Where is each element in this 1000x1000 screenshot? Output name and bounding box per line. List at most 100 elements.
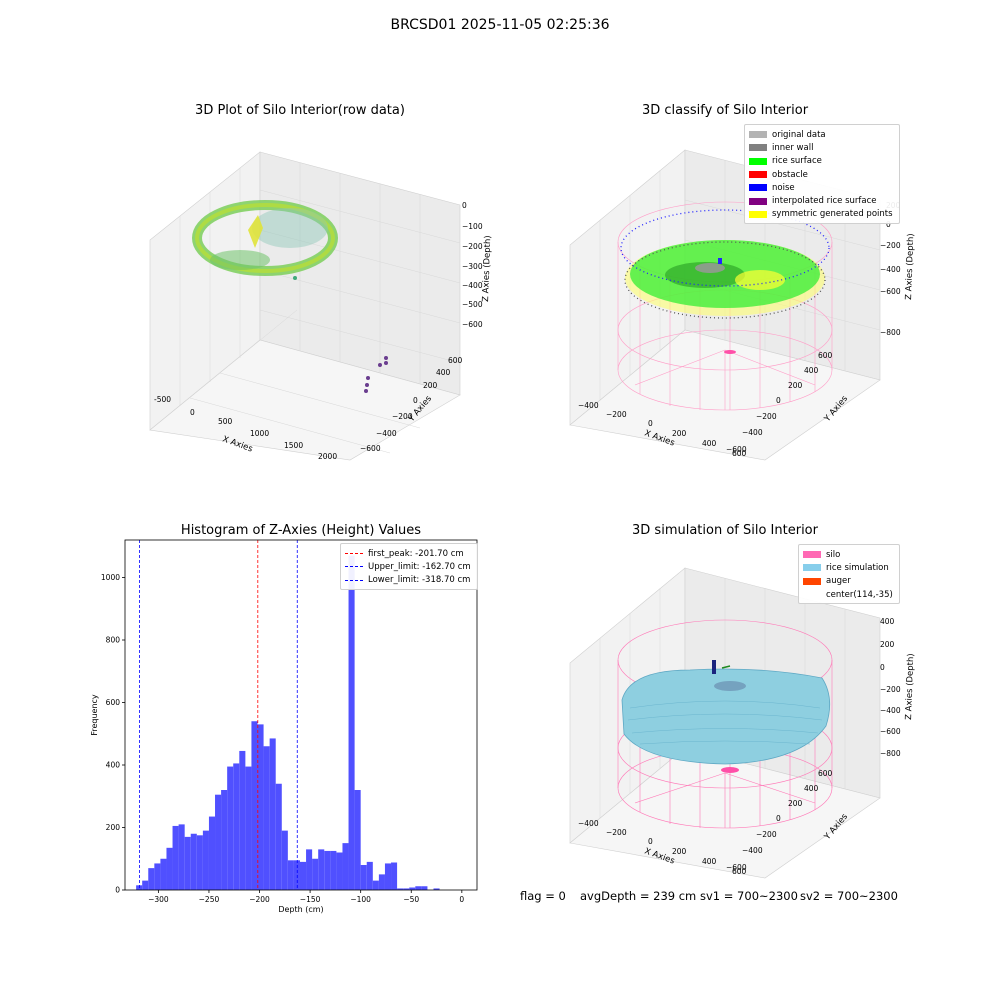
simulation-3d-plot: −400 −200 0 200 400 600 X Axies 600 400 … <box>569 567 916 879</box>
x-tick-label: −300 <box>148 895 169 904</box>
histogram-bar <box>154 863 161 890</box>
classify-panel-title: 3D classify of Silo Interior <box>641 103 809 118</box>
legend-swatch <box>803 577 821 585</box>
classify-ytick: 0 <box>776 396 781 405</box>
legend-entry-symmetric: symmetric generated points <box>749 208 893 221</box>
simulation-ytick: −400 <box>742 846 763 855</box>
legend-label: inner wall <box>772 142 814 153</box>
histogram-bar <box>306 849 313 890</box>
raw-ztick: −500 <box>462 300 483 309</box>
simulation-xtick: 0 <box>648 837 653 846</box>
simulation-legend: silo rice simulation auger center(114,-3… <box>798 544 900 605</box>
y-tick-label: 600 <box>106 698 121 707</box>
histogram-bar <box>433 888 440 890</box>
raw-point-cloud <box>192 200 338 280</box>
legend-line-blue <box>345 579 363 581</box>
histogram-bar <box>312 858 319 890</box>
histogram-bar <box>184 836 191 890</box>
raw-ztick: 0 <box>462 201 467 210</box>
classify-xtick: 0 <box>648 419 653 428</box>
histogram-bar <box>397 888 404 890</box>
histogram-bar <box>384 863 392 890</box>
raw-ytick: −600 <box>360 444 381 453</box>
histogram-bar <box>257 724 264 890</box>
histogram-bar <box>348 555 355 890</box>
classify-point-cloud <box>620 209 830 354</box>
raw-ztick: −400 <box>462 281 483 290</box>
raw-3d-plot: -500 0 500 1000 1500 2000 X Axies 600 40… <box>149 151 493 461</box>
legend-swatch <box>749 210 767 218</box>
legend-label: silo <box>826 549 841 560</box>
legend-swatch <box>749 131 767 139</box>
legend-entry-rice-simulation: rice simulation <box>803 561 893 574</box>
histogram-bar <box>208 816 216 890</box>
y-tick-label: 1000 <box>101 573 120 582</box>
classify-xtick: 200 <box>672 429 687 438</box>
histogram-bar <box>190 833 197 890</box>
histogram-bar <box>269 738 276 890</box>
legend-entry-lower-limit: Lower_limit: -318.70 cm <box>345 574 471 587</box>
raw-xtick: 0 <box>190 408 195 417</box>
legend-swatch <box>749 171 767 179</box>
classify-ztick: −600 <box>880 287 901 296</box>
histogram-bar <box>166 847 173 890</box>
histogram-bar <box>415 886 422 890</box>
legend-label: interpolated rice surface <box>772 196 877 207</box>
raw-zlabel: Z Axies (Depth) <box>481 235 493 302</box>
legend-entry-center: center(114,-35) <box>803 588 893 601</box>
histogram-bar <box>330 850 337 890</box>
y-axis-label: Frequency <box>90 694 99 736</box>
simulation-ytick: 400 <box>804 784 819 793</box>
legend-label: auger <box>826 576 851 587</box>
histogram-bar <box>263 746 270 890</box>
classify-ytick: −200 <box>756 412 777 421</box>
simulation-panel-title: 3D simulation of Silo Interior <box>632 523 818 538</box>
legend-entry-interpolated: interpolated rice surface <box>749 194 893 207</box>
classify-ztick: −800 <box>880 328 901 337</box>
classify-xtick: −400 <box>578 401 599 410</box>
raw-ytick: −400 <box>376 429 397 438</box>
histogram-bar <box>227 766 234 890</box>
classify-ztick: 0 <box>886 220 891 229</box>
simulation-ytick: −200 <box>756 830 777 839</box>
simulation-xtick: 400 <box>702 857 717 866</box>
y-tick-label: 0 <box>115 886 120 895</box>
histogram-bar <box>366 861 373 890</box>
histogram-bar <box>196 835 203 890</box>
legend-label: noise <box>772 182 795 193</box>
histogram-bar <box>215 794 222 890</box>
classify-zlabel: Z Axies (Depth) <box>904 233 916 300</box>
x-axis-label: Depth (cm) <box>278 905 323 914</box>
histogram-bar <box>178 824 185 890</box>
histogram-chart: −300 −250 −200 −150 −100 −50 0 0 200 400 600 800 100… <box>90 539 478 914</box>
histogram-bar <box>275 783 282 890</box>
footer-sv2: sv2 = 700~2300 <box>800 889 898 903</box>
classify-xtick: 400 <box>702 439 717 448</box>
x-tick-label: −250 <box>199 895 220 904</box>
histogram-bar <box>239 750 246 890</box>
simulation-auger <box>712 660 731 674</box>
x-tick-label: 0 <box>459 895 464 904</box>
legend-entry-rice-surface: rice surface <box>749 155 893 168</box>
plot-frame <box>124 539 478 891</box>
x-tick-label: −100 <box>350 895 371 904</box>
histogram-bar <box>318 849 325 890</box>
classify-ztick: −400 <box>880 265 901 274</box>
legend-entry-auger: auger <box>803 575 893 588</box>
legend-label: Upper_limit: -162.70 cm <box>368 561 471 572</box>
histogram-bar <box>172 825 179 890</box>
legend-swatch <box>803 591 821 598</box>
histogram-bar <box>403 888 410 890</box>
classify-xtick: −200 <box>606 410 627 419</box>
legend-swatch <box>749 157 767 165</box>
y-tick-label: 800 <box>106 636 121 645</box>
legend-label: obstacle <box>772 169 808 180</box>
raw-ztick: −300 <box>462 262 483 271</box>
legend-label: first_peak: -201.70 cm <box>368 548 464 559</box>
simulation-ztick: 200 <box>880 640 895 649</box>
histogram-bar <box>202 830 209 890</box>
y-tick-label: 200 <box>106 823 121 832</box>
raw-ztick: −600 <box>462 320 483 329</box>
raw-xtick: 1000 <box>250 429 269 438</box>
y-tick-label: 400 <box>106 761 121 770</box>
